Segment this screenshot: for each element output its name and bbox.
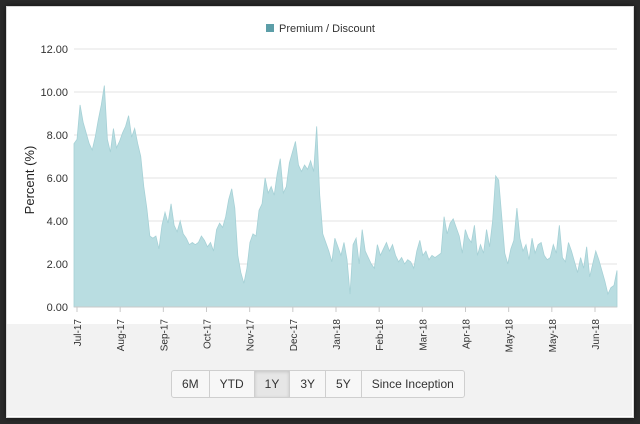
range-5y-button[interactable]: 5Y xyxy=(326,371,362,397)
x-tick-label: Oct-17 xyxy=(203,319,214,349)
x-tick-label: Nov-17 xyxy=(246,319,257,352)
x-tick-label: Aug-17 xyxy=(116,319,127,352)
range-since-inception-button[interactable]: Since Inception xyxy=(371,377,454,391)
x-tick-label: May-18 xyxy=(548,319,559,353)
y-tick-label: 4.00 xyxy=(47,216,68,228)
y-tick-label: 0.00 xyxy=(47,302,68,314)
y-tick-label: 10.00 xyxy=(40,87,68,99)
y-tick-label: 6.00 xyxy=(47,173,68,185)
range-selector: 6M YTD 1Y 3Y 5Y Since Inception xyxy=(171,370,465,398)
x-tick-label: Jan-18 xyxy=(332,319,343,350)
y-tick-label: 2.00 xyxy=(47,259,68,271)
legend[interactable]: Premium / Discount xyxy=(266,23,375,35)
x-tick-label: Sep-17 xyxy=(159,319,170,352)
legend-label: Premium / Discount xyxy=(279,23,375,35)
x-tick-label: Jul-17 xyxy=(73,319,84,347)
range-3y-button[interactable]: 3Y xyxy=(290,371,327,397)
range-1y-button[interactable]: 1Y xyxy=(254,371,291,397)
x-tick-label: Jun-18 xyxy=(591,319,602,350)
x-tick-label: Feb-18 xyxy=(375,319,386,351)
range-6m-button[interactable]: 6M xyxy=(172,371,210,397)
x-tick-label: Mar-18 xyxy=(418,319,429,351)
legend-swatch xyxy=(266,24,274,32)
series-area-premium-discount[interactable] xyxy=(73,85,618,308)
x-tick-label: Apr-18 xyxy=(462,319,473,349)
y-tick-label: 8.00 xyxy=(47,130,68,142)
range-ytd-button[interactable]: YTD xyxy=(210,371,255,397)
x-tick-label: Dec-17 xyxy=(289,319,300,352)
x-tick-label: May-18 xyxy=(505,319,516,353)
y-axis-label: Percent (%) xyxy=(22,146,37,215)
y-tick-label: 12.00 xyxy=(40,44,68,56)
